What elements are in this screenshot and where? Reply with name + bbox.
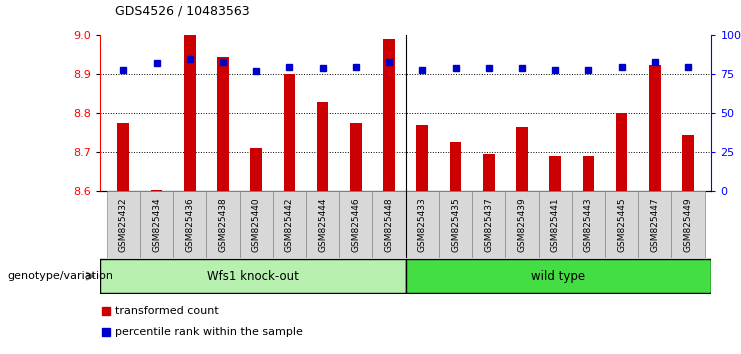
Bar	[150, 190, 162, 191]
Text: GSM825439: GSM825439	[517, 198, 527, 252]
Bar	[317, 102, 328, 191]
Bar	[217, 57, 229, 191]
Bar	[416, 125, 428, 191]
Text: GSM825443: GSM825443	[584, 198, 593, 252]
Bar	[206, 191, 239, 258]
Bar	[306, 191, 339, 258]
Text: GSM825441: GSM825441	[551, 198, 559, 252]
Bar	[649, 64, 661, 191]
Bar	[406, 191, 439, 258]
Bar	[118, 123, 129, 191]
Bar	[273, 191, 306, 258]
Text: wild type: wild type	[531, 270, 585, 282]
Bar	[605, 191, 638, 258]
Bar	[350, 123, 362, 191]
Bar	[671, 191, 705, 258]
Bar	[173, 191, 206, 258]
Bar	[100, 259, 406, 293]
Bar	[516, 127, 528, 191]
Bar	[284, 74, 295, 191]
Text: GSM825445: GSM825445	[617, 198, 626, 252]
Text: GSM825442: GSM825442	[285, 198, 294, 252]
Bar	[549, 156, 561, 191]
Text: GSM825444: GSM825444	[318, 198, 327, 252]
Text: genotype/variation: genotype/variation	[7, 271, 113, 281]
Bar	[450, 142, 462, 191]
Bar	[107, 191, 140, 258]
Bar	[239, 191, 273, 258]
Text: GSM825437: GSM825437	[485, 198, 494, 252]
Text: GSM825432: GSM825432	[119, 198, 127, 252]
Text: percentile rank within the sample: percentile rank within the sample	[116, 327, 303, 337]
Bar	[339, 191, 373, 258]
Bar	[682, 135, 694, 191]
Text: GSM825447: GSM825447	[651, 198, 659, 252]
Bar	[582, 156, 594, 191]
Bar	[483, 154, 494, 191]
Bar	[383, 39, 395, 191]
Text: Wfs1 knock-out: Wfs1 knock-out	[207, 270, 299, 282]
Text: transformed count: transformed count	[116, 306, 219, 316]
Bar	[184, 35, 196, 191]
Text: GSM825438: GSM825438	[219, 198, 227, 252]
Bar	[572, 191, 605, 258]
Text: GSM825435: GSM825435	[451, 198, 460, 252]
Bar	[472, 191, 505, 258]
Text: GSM825436: GSM825436	[185, 198, 194, 252]
Bar	[439, 191, 472, 258]
Bar	[616, 113, 628, 191]
Text: GSM825449: GSM825449	[684, 198, 693, 252]
Bar	[406, 259, 711, 293]
Text: GSM825434: GSM825434	[152, 198, 161, 252]
Text: GDS4526 / 10483563: GDS4526 / 10483563	[115, 5, 250, 18]
Bar	[250, 148, 262, 191]
Bar	[638, 191, 671, 258]
Text: GSM825440: GSM825440	[252, 198, 261, 252]
Bar	[505, 191, 539, 258]
Text: GSM825446: GSM825446	[351, 198, 360, 252]
Bar	[373, 191, 406, 258]
Bar	[539, 191, 572, 258]
Text: GSM825433: GSM825433	[418, 198, 427, 252]
Bar	[140, 191, 173, 258]
Text: GSM825448: GSM825448	[385, 198, 393, 252]
